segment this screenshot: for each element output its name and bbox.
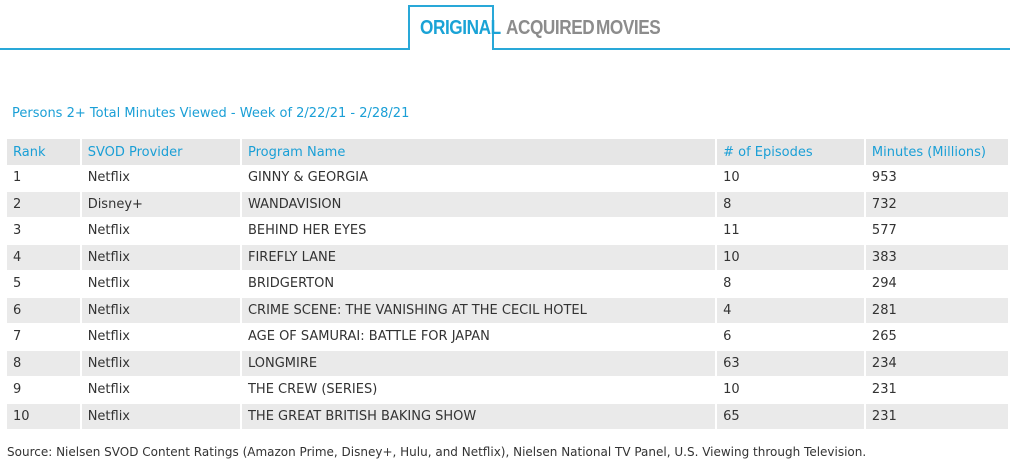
cell-minutes: 281 (864, 297, 1010, 324)
table-row: 2 Disney+ WANDAVISION 8 732 (7, 191, 1010, 218)
cell-rank: 1 (7, 165, 82, 192)
cell-svod-provider: Netflix (80, 297, 242, 324)
table-row: 4 Netflix FIREFLY LANE 10 383 (7, 244, 1010, 271)
cell-rank: 4 (7, 244, 82, 271)
table-row: 1 Netflix GINNY & GEORGIA 10 953 (7, 165, 1010, 192)
cell-svod-provider: Netflix (80, 350, 242, 377)
cell-rank: 8 (7, 350, 82, 377)
header-rank: Rank (7, 139, 82, 165)
cell-rank: 6 (7, 297, 82, 324)
ratings-table: Rank SVOD Provider Program Name # of Epi… (7, 139, 1010, 430)
cell-minutes: 294 (864, 270, 1010, 298)
header-episodes: # of Episodes (716, 139, 866, 165)
cell-program-name: FIREFLY LANE (240, 244, 718, 271)
table-row: 9 Netflix THE CREW (SERIES) 10 231 (7, 376, 1010, 404)
cell-episodes: 6 (716, 323, 866, 351)
cell-program-name: LONGMIRE (240, 350, 718, 377)
tab-movies[interactable]: MOVIES (596, 17, 661, 39)
cell-episodes: 63 (716, 350, 866, 377)
cell-minutes: 231 (864, 403, 1010, 430)
table-row: 8 Netflix LONGMIRE 63 234 (7, 350, 1010, 377)
cell-episodes: 10 (716, 165, 866, 192)
cell-program-name: THE CREW (SERIES) (240, 376, 718, 404)
cell-svod-provider: Netflix (80, 270, 242, 298)
header-minutes: Minutes (Millions) (864, 139, 1010, 165)
table-row: 5 Netflix BRIDGERTON 8 294 (7, 270, 1010, 298)
cell-rank: 5 (7, 270, 82, 298)
cell-minutes: 265 (864, 323, 1010, 351)
tab-bar: ORIGINAL ACQUIRED MOVIES (0, 0, 1010, 50)
cell-program-name: WANDAVISION (240, 191, 718, 218)
cell-program-name: THE GREAT BRITISH BAKING SHOW (240, 403, 718, 430)
cell-program-name: CRIME SCENE: THE VANISHING AT THE CECIL … (240, 297, 718, 324)
cell-program-name: BRIDGERTON (240, 270, 718, 298)
tab-bar-underline (0, 48, 1010, 50)
cell-rank: 2 (7, 191, 82, 218)
cell-minutes: 577 (864, 217, 1010, 245)
table-header-row: Rank SVOD Provider Program Name # of Epi… (7, 139, 1010, 165)
tab-original-frame (408, 5, 494, 50)
tab-acquired[interactable]: ACQUIRED (506, 17, 595, 39)
cell-program-name: GINNY & GEORGIA (240, 165, 718, 192)
cell-episodes: 11 (716, 217, 866, 245)
cell-episodes: 8 (716, 270, 866, 298)
table-row: 6 Netflix CRIME SCENE: THE VANISHING AT TH… (7, 297, 1010, 324)
cell-svod-provider: Netflix (80, 403, 242, 430)
cell-program-name: BEHIND HER EYES (240, 217, 718, 245)
table-row: 3 Netflix BEHIND HER EYES 11 577 (7, 217, 1010, 245)
cell-episodes: 65 (716, 403, 866, 430)
cell-rank: 3 (7, 217, 82, 245)
tab-original[interactable]: ORIGINAL (420, 17, 501, 39)
cell-episodes: 4 (716, 297, 866, 324)
cell-minutes: 231 (864, 376, 1010, 404)
cell-svod-provider: Netflix (80, 244, 242, 271)
source-note: Source: Nielsen SVOD Content Ratings (Am… (7, 445, 867, 459)
cell-svod-provider: Netflix (80, 323, 242, 351)
table-row: 7 Netflix AGE OF SAMURAI: BATTLE FOR JAPAN… (7, 323, 1010, 351)
cell-minutes: 234 (864, 350, 1010, 377)
cell-rank: 7 (7, 323, 82, 351)
cell-svod-provider: Netflix (80, 376, 242, 404)
header-svod-provider: SVOD Provider (80, 139, 242, 165)
cell-svod-provider: Netflix (80, 165, 242, 192)
table-row: 10 Netflix THE GREAT BRITISH BAKING SHOW 65… (7, 403, 1010, 430)
table-body: 1 Netflix GINNY & GEORGIA 10 953 2 Disney+ WAND… (7, 165, 1010, 430)
cell-episodes: 8 (716, 191, 866, 218)
cell-program-name: AGE OF SAMURAI: BATTLE FOR JAPAN (240, 323, 718, 351)
cell-episodes: 10 (716, 376, 866, 404)
table-subtitle: Persons 2+ Total Minutes Viewed - Week o… (12, 106, 410, 121)
cell-minutes: 732 (864, 191, 1010, 218)
cell-svod-provider: Disney+ (80, 191, 242, 218)
header-program-name: Program Name (240, 139, 718, 165)
cell-episodes: 10 (716, 244, 866, 271)
cell-svod-provider: Netflix (80, 217, 242, 245)
cell-rank: 9 (7, 376, 82, 404)
cell-minutes: 383 (864, 244, 1010, 271)
cell-minutes: 953 (864, 165, 1010, 192)
cell-rank: 10 (7, 403, 82, 430)
